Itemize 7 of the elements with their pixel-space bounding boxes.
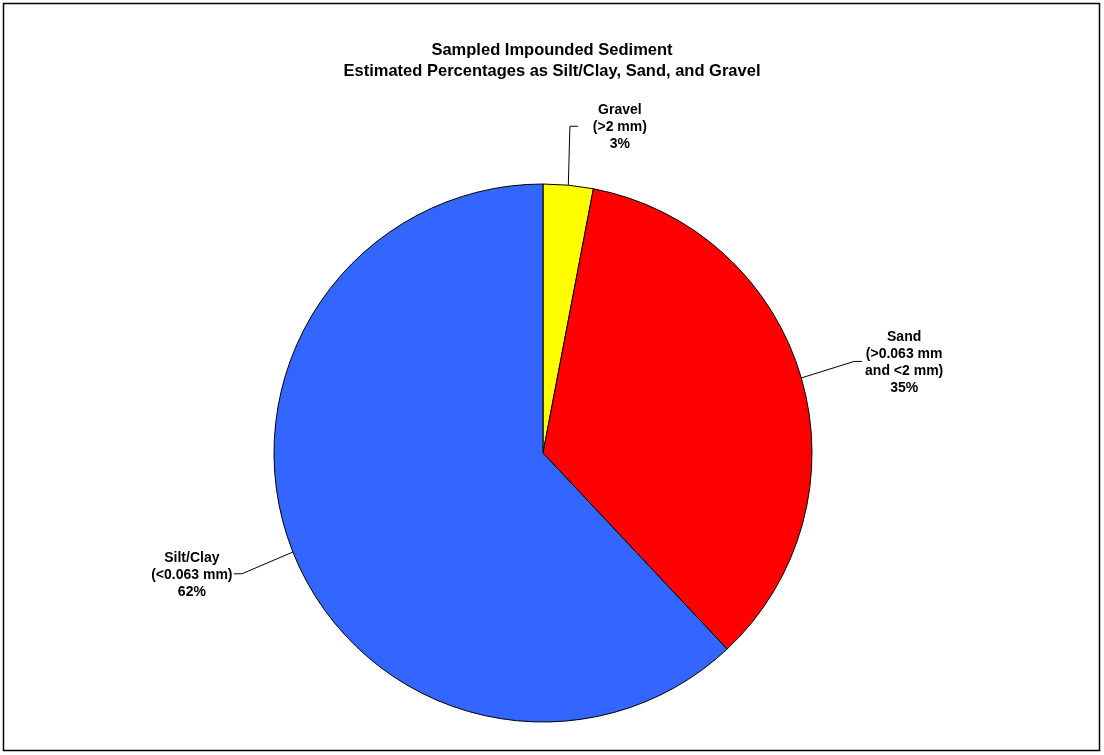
slice-label: Gravel (>2 mm) xyxy=(592,101,647,135)
data-label: 3% xyxy=(609,135,631,152)
slice-label: Sand (>0.063 mm and <2 mm) xyxy=(865,327,944,378)
data-label: 35% xyxy=(890,378,919,395)
data-label: 62% xyxy=(177,582,207,599)
slice-label: Silt/Clay (<0.063 mm) xyxy=(151,548,233,582)
chart-title: Sampled Impounded Sediment Estimated Percentages as Silt/Clay, Sand, and Gravel xyxy=(343,40,761,79)
